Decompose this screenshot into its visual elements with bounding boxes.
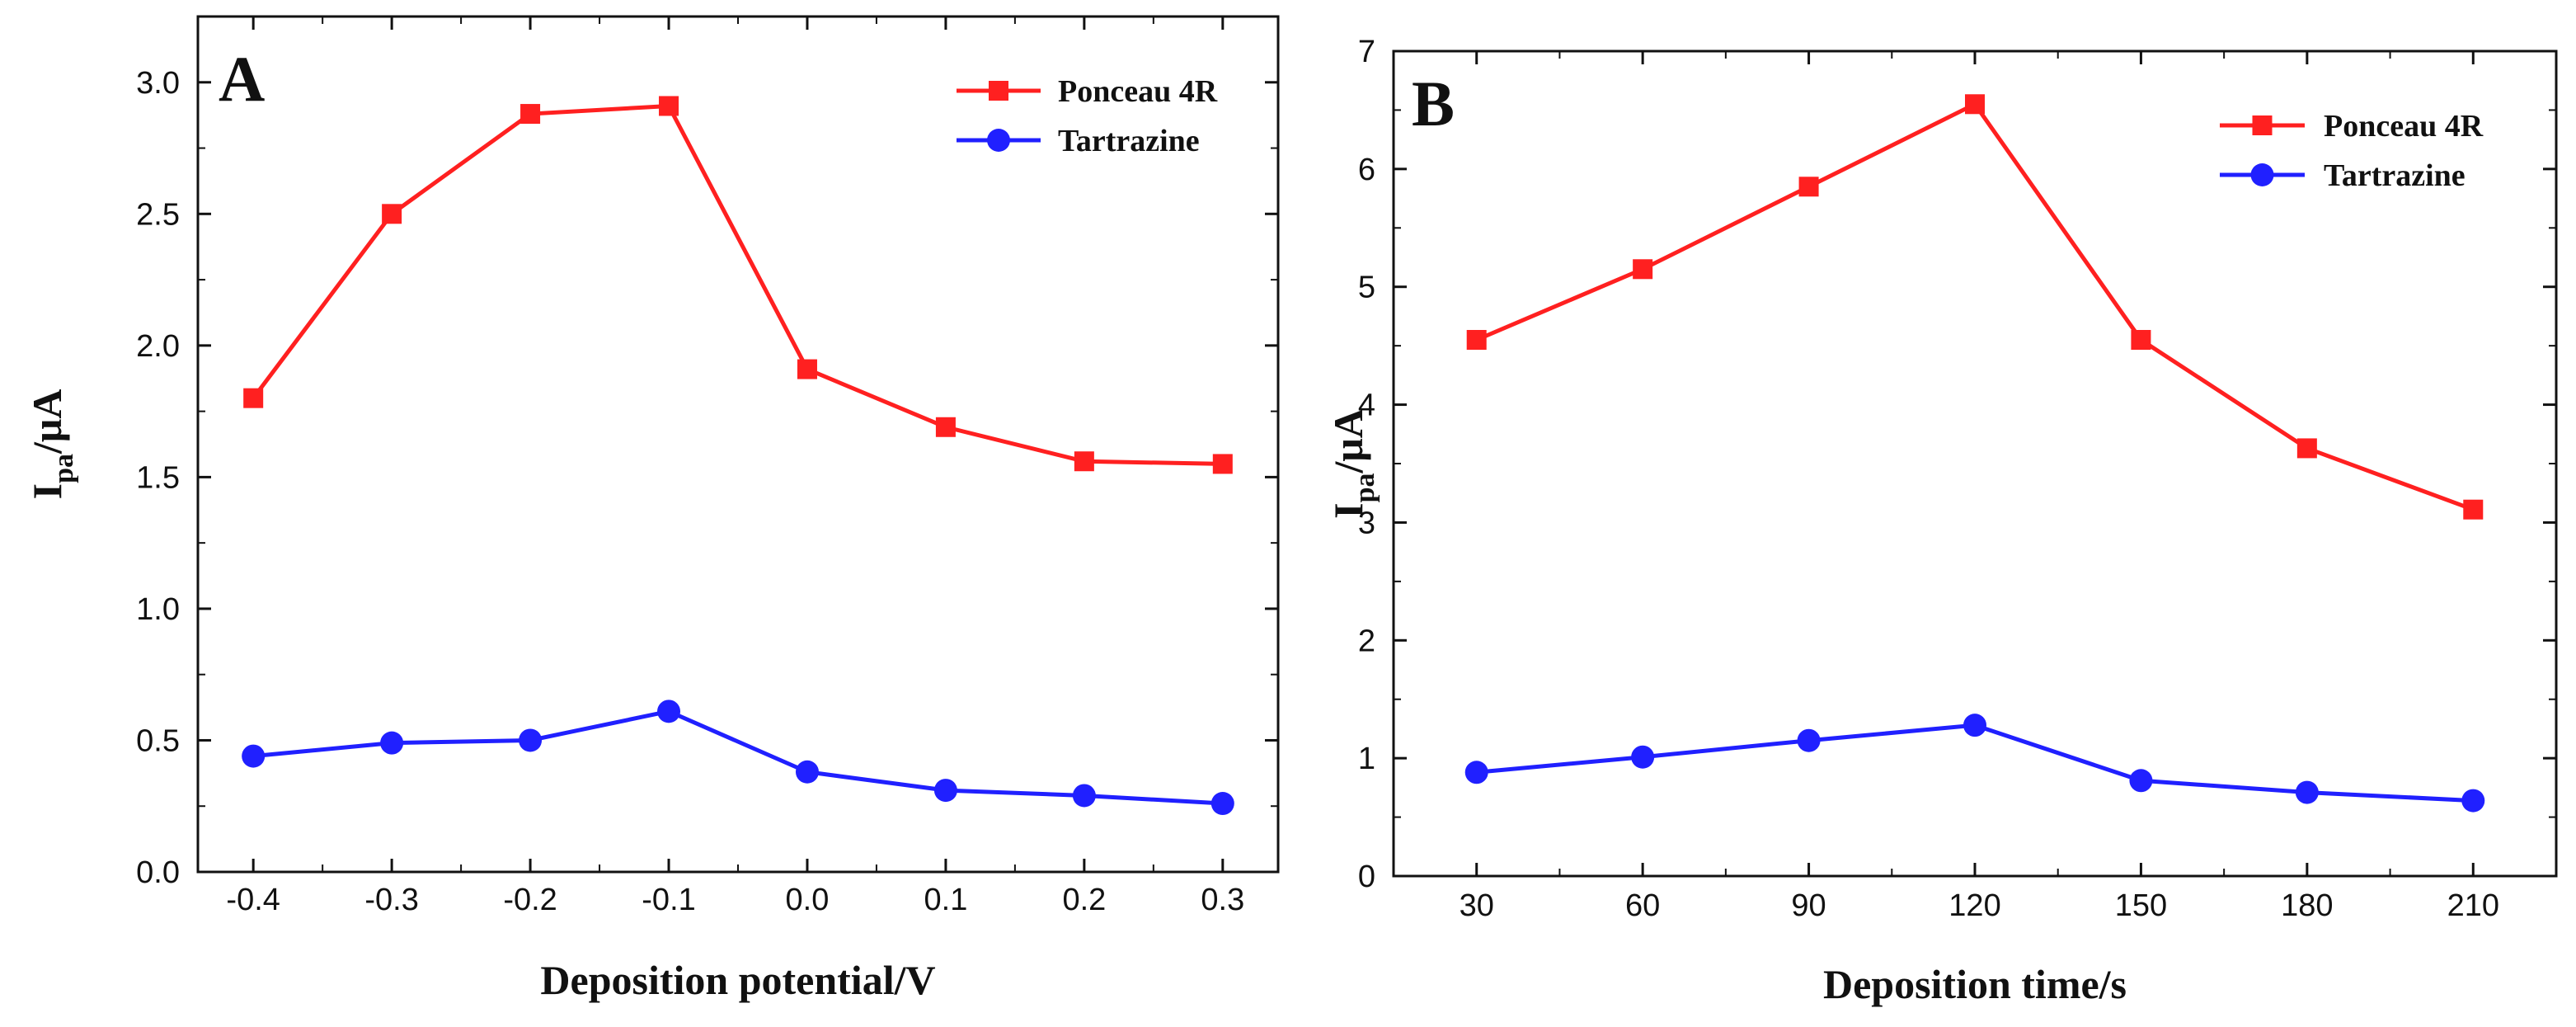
y-tick-label: 3	[1358, 506, 1375, 540]
y-tick-label: 5	[1358, 271, 1375, 305]
x-tick-label: 210	[2447, 888, 2499, 923]
data-point	[520, 104, 541, 125]
series-ponceau-4r	[243, 96, 1233, 474]
data-point	[1210, 792, 1234, 816]
x-tick-label: -0.4	[226, 883, 280, 917]
x-tick-label: 150	[2115, 888, 2167, 923]
y-tick-label: 2	[1358, 624, 1375, 658]
x-tick-label: -0.3	[364, 883, 418, 917]
data-point	[519, 728, 543, 752]
x-tick-label: 0.1	[924, 883, 968, 917]
y-axis-title-main: I	[1325, 502, 1371, 518]
data-point	[382, 204, 402, 224]
x-tick-label: 90	[1791, 888, 1826, 923]
legend-label: Tartrazine	[2324, 158, 2466, 193]
data-point	[2461, 789, 2485, 813]
y-tick-label: 1	[1358, 742, 1375, 776]
y-tick-label: 1.0	[136, 592, 180, 627]
x-tick-label: 0.2	[1062, 883, 1106, 917]
data-point	[933, 779, 957, 803]
y-axis-title: Ipa/μA	[24, 389, 79, 500]
y-tick-label: 3.0	[136, 66, 180, 101]
legend-marker	[2252, 115, 2273, 135]
panel-label: B	[1412, 68, 1455, 139]
legend-marker	[989, 81, 1008, 101]
data-point	[1212, 454, 1233, 474]
y-tick-label: 0.0	[136, 855, 180, 890]
data-point	[380, 731, 404, 755]
data-point	[2295, 780, 2319, 804]
legend-marker	[2250, 163, 2274, 186]
data-point	[1633, 259, 1653, 280]
legend-label: Ponceau 4R	[1058, 74, 1218, 109]
y-axis-title-sub: pa	[1350, 473, 1380, 502]
x-tick-label: -0.1	[642, 883, 695, 917]
chart-panel-a: 0.0 0.5 1.0 1.5 2.0 2.5 3.0 -0.4 -0.3 -0.2 -0.1 0.0…	[24, 15, 1280, 1003]
series-line	[251, 103, 1223, 466]
data-point	[1464, 761, 1488, 784]
data-point	[659, 96, 679, 116]
legend-entry: Tartrazine	[957, 124, 1200, 158]
legend-entry: Tartrazine	[2220, 158, 2466, 193]
data-point	[1631, 745, 1655, 769]
data-point	[1074, 451, 1094, 472]
x-tick-label: 0.3	[1201, 883, 1244, 917]
data-point	[795, 760, 819, 784]
x-tick-label: 0.0	[786, 883, 830, 917]
legend-marker	[987, 129, 1010, 152]
y-axis-title-main: I	[24, 483, 70, 499]
data-point	[797, 359, 817, 379]
series-ponceau-4r	[1466, 94, 2484, 520]
data-point	[935, 417, 956, 437]
y-axis-title: Ipa/μA	[1325, 408, 1380, 519]
y-tick-label: 0	[1358, 860, 1375, 894]
series-line	[252, 709, 1223, 806]
panel-label: A	[219, 43, 265, 115]
data-point	[1965, 94, 1985, 115]
data-point	[2131, 330, 2151, 350]
data-point	[657, 700, 681, 723]
legend-label: Ponceau 4R	[2324, 109, 2484, 144]
y-axis-title-unit: /μA	[1325, 408, 1371, 473]
y-tick-label: 7	[1358, 35, 1375, 69]
legend-label: Tartrazine	[1058, 124, 1200, 158]
data-point	[242, 744, 266, 768]
y-tick-label: 0.5	[136, 723, 180, 758]
x-tick-label: 120	[1948, 888, 2000, 923]
data-point	[1963, 714, 1986, 737]
data-point	[2463, 499, 2484, 520]
x-axis-title: Deposition potential/V	[540, 957, 935, 1003]
data-point	[2129, 769, 2153, 793]
x-axis-title: Deposition time/s	[1823, 961, 2127, 1007]
data-point	[1798, 177, 1819, 197]
y-tick-label: 2.0	[136, 329, 180, 364]
series-tartrazine	[1464, 714, 2485, 813]
y-tick-label: 1.5	[136, 460, 180, 495]
x-tick-label: 30	[1460, 888, 1494, 923]
y-axis-title-sub: pa	[49, 454, 79, 483]
data-point	[1466, 330, 1487, 350]
y-tick-label: 6	[1358, 153, 1375, 187]
chart-panel-b: 0 1 2 3 4 5 6 7 30 60 90 120 150 180 210 Deposition tim…	[1325, 35, 2558, 1007]
data-point	[2296, 438, 2317, 459]
legend-entry: Ponceau 4R	[957, 74, 1218, 109]
data-point	[1072, 784, 1096, 808]
series-tartrazine	[242, 700, 1234, 816]
x-tick-label: -0.2	[503, 883, 557, 917]
y-tick-label: 2.5	[136, 197, 180, 232]
y-tick-label: 4	[1358, 389, 1375, 423]
data-point	[1797, 728, 1821, 752]
data-point	[243, 388, 264, 408]
legend-entry: Ponceau 4R	[2220, 109, 2484, 144]
x-tick-label: 60	[1625, 888, 1660, 923]
x-tick-label: 180	[2281, 888, 2333, 923]
y-axis-title-unit: /μA	[24, 389, 70, 455]
